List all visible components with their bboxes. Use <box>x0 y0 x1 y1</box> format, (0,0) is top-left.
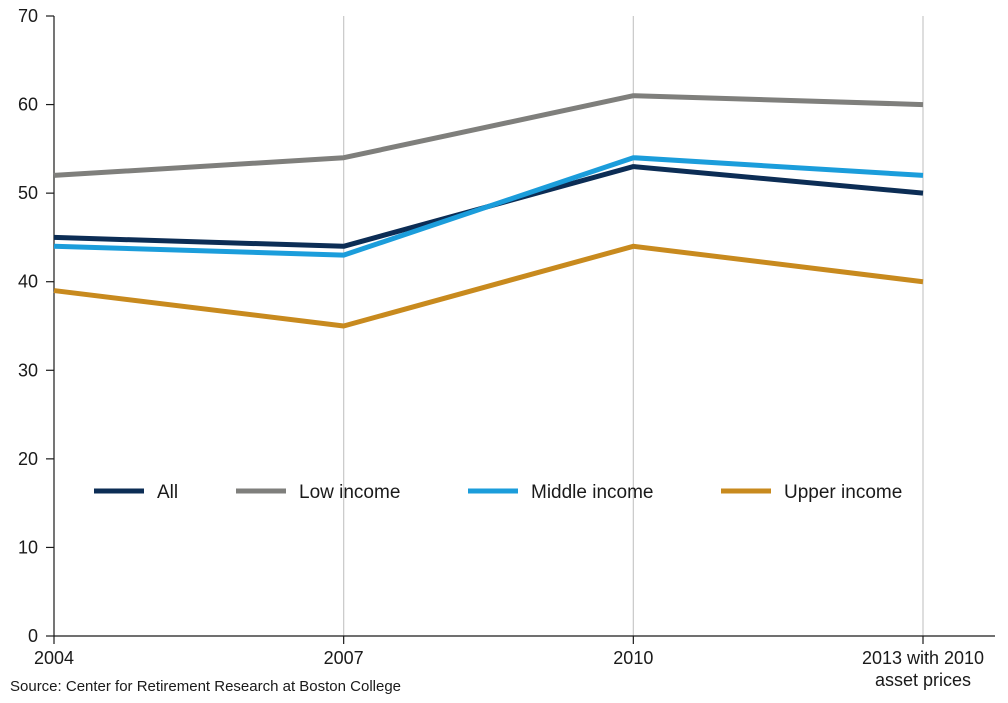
y-tick-label-10: 10 <box>18 537 38 557</box>
legend-label-middle-income: Middle income <box>531 482 654 503</box>
x-tick-label-3: 2013 with 2010 asset prices <box>862 648 984 690</box>
y-tick-label-50: 50 <box>18 183 38 203</box>
series-lines <box>53 93 924 329</box>
y-tick-label-20: 20 <box>18 449 38 469</box>
y-tick-label-30: 30 <box>18 360 38 380</box>
series-line-low-income <box>53 93 924 178</box>
legend-label-upper-income: Upper income <box>784 482 902 503</box>
y-tick-label-0: 0 <box>28 626 38 646</box>
legend-item-middle-income: Middle income <box>468 482 654 503</box>
gridlines <box>343 16 924 636</box>
legend-item-low-income: Low income <box>236 482 400 503</box>
y-tick-label-70: 70 <box>18 6 38 26</box>
y-tick-label-40: 40 <box>18 272 38 292</box>
y-tick-label-60: 60 <box>18 95 38 115</box>
legend-label-all: All <box>157 482 178 503</box>
series-line-middle-income <box>53 155 924 258</box>
x-tick-label-1: 2007 <box>324 648 364 668</box>
legend: All Low income Middle income Upper income <box>94 482 902 503</box>
legend-item-all: All <box>94 482 178 503</box>
axes: 0 10 20 30 40 50 60 70 2004 2007 2010 2013 with 201… <box>18 6 995 690</box>
x-tick-label-2: 2010 <box>613 648 653 668</box>
legend-label-low-income: Low income <box>299 482 400 503</box>
x-tick-label-0: 2004 <box>34 648 74 668</box>
legend-item-upper-income: Upper income <box>721 482 902 503</box>
series-line-upper-income <box>53 243 924 329</box>
source-note: Source: Center for Retirement Research a… <box>10 678 402 695</box>
